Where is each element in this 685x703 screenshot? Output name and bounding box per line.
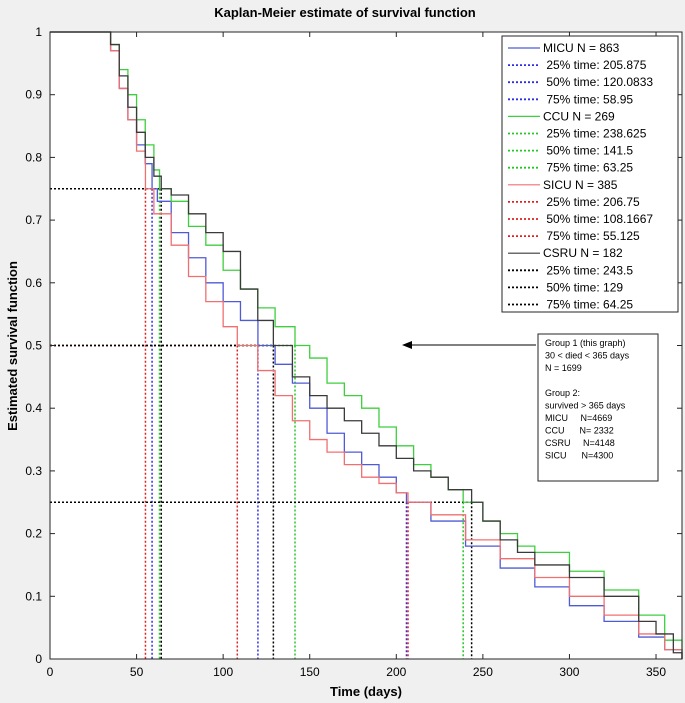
y-tick-label: 0.5	[25, 339, 42, 353]
legend-entry-label: 25% time: 206.75	[543, 195, 640, 209]
y-tick-label: 0.8	[25, 150, 42, 164]
legend-entry-label: 75% time: 63.25	[543, 161, 633, 175]
y-tick-label: 0.4	[25, 401, 42, 415]
x-tick-label: 150	[300, 665, 320, 679]
x-tick-label: 250	[473, 665, 493, 679]
annotation-line: Group 2:	[545, 388, 580, 398]
annotation-line: Group 1 (this graph)	[545, 338, 626, 348]
legend: MICU N = 863 25% time: 205.875 50% time:…	[501, 35, 679, 313]
legend-entry-label: 25% time: 205.875	[543, 58, 647, 72]
x-tick-label: 350	[646, 665, 666, 679]
legend-entry-label: 25% time: 243.5	[543, 263, 633, 277]
curve-csru	[50, 31, 683, 659]
legend-entry-label: CSRU N = 182	[543, 246, 623, 260]
legend-entry-label: SICU N = 385	[543, 178, 618, 192]
axis-ticks: 0 50 100 150 200 250 300 350 0 0.1 0.2 0.3 0.4 0.5 0.6…	[25, 25, 682, 679]
legend-entry-label: 75% time: 55.125	[543, 229, 640, 243]
legend-box	[501, 35, 679, 313]
legend-entry-label: 25% time: 238.625	[543, 127, 647, 141]
annotation-line: SICU N=4300	[545, 451, 613, 461]
curve-ccu	[50, 31, 683, 659]
legend-entry-label: 50% time: 120.0833	[543, 75, 653, 89]
annotation-line: 30 < died < 365 days	[545, 351, 630, 361]
y-tick-label: 0.1	[25, 589, 42, 603]
x-tick-label: 200	[386, 665, 406, 679]
annotation-box	[537, 333, 659, 482]
y-tick-label: 1	[35, 25, 42, 39]
survival-curves	[50, 31, 683, 659]
y-tick-label: 0	[35, 652, 42, 666]
annotation-line: MICU N=4669	[545, 413, 612, 423]
y-tick-label: 0.2	[25, 527, 42, 541]
x-tick-label: 300	[559, 665, 579, 679]
annotation-line: N = 1699	[545, 363, 582, 373]
legend-entry-label: CCU N = 269	[543, 109, 615, 123]
chart-title: Kaplan-Meier estimate of survival functi…	[214, 5, 476, 20]
legend-entry-label: 75% time: 64.25	[543, 298, 633, 312]
x-tick-label: 0	[47, 665, 54, 679]
annotation: Group 1 (this graph) 30 < died < 365 days…	[402, 333, 659, 482]
x-tick-label: 50	[130, 665, 144, 679]
y-tick-label: 0.7	[25, 213, 42, 227]
y-tick-label: 0.3	[25, 464, 42, 478]
annotation-line: survived > 365 days	[545, 401, 626, 411]
annotation-arrow-head	[402, 341, 412, 349]
legend-entry-label: 50% time: 129	[543, 280, 623, 294]
y-axis-label: Estimated survival function	[5, 261, 20, 431]
x-tick-label: 100	[213, 665, 233, 679]
annotation-line: CCU N= 2332	[545, 426, 614, 436]
legend-entry-label: 50% time: 141.5	[543, 144, 633, 158]
legend-entry-label: 75% time: 58.95	[543, 92, 633, 106]
y-tick-label: 0.6	[25, 276, 42, 290]
annotation-line: CSRU N=4148	[545, 438, 615, 448]
x-axis-label: Time (days)	[330, 684, 402, 699]
legend-entry-label: MICU N = 863	[543, 41, 620, 55]
legend-entry-label: 50% time: 108.1667	[543, 212, 653, 226]
y-tick-label: 0.9	[25, 88, 42, 102]
quantile-markers	[50, 188, 473, 659]
